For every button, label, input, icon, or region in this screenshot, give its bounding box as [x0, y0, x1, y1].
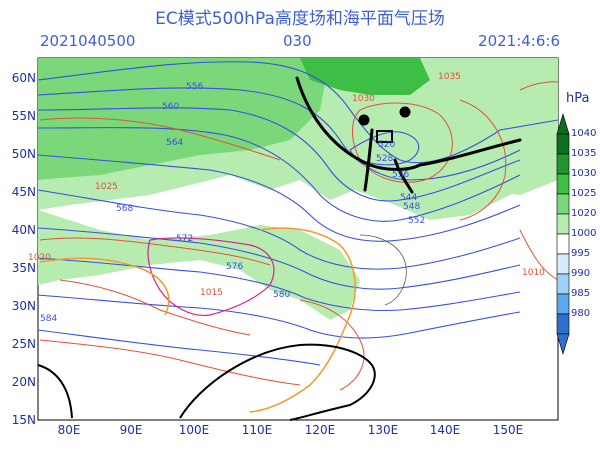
- map-title: EC模式500hPa高度场和海平面气压场: [155, 9, 445, 29]
- contour-label-height: 556: [186, 82, 204, 92]
- shading-1030: [300, 58, 430, 95]
- pressure-contours: [39, 81, 559, 391]
- contour-label-pressure: 1015: [200, 288, 223, 298]
- lat-label: 55N: [11, 109, 36, 123]
- terrain-orange-west: [39, 257, 170, 316]
- colorbar-level: 990: [571, 268, 591, 279]
- contour-label-height: 552: [408, 216, 426, 226]
- contour-label-height: 576: [226, 262, 244, 272]
- contour-label-height: 548: [403, 202, 421, 212]
- lon-label: 150E: [492, 423, 524, 437]
- colorbar-level: 1020: [571, 208, 597, 219]
- contour-label-pressure: 1010: [522, 268, 545, 278]
- colorbar-level: 1040: [571, 128, 597, 139]
- forecast-hour: 030: [283, 32, 312, 50]
- lon-label: 90E: [119, 423, 143, 437]
- lat-label: 25N: [11, 337, 36, 351]
- coastline-india: [37, 364, 73, 419]
- lat-label: 60N: [11, 71, 36, 85]
- height-contours: [37, 61, 559, 366]
- colorbar-level: 985: [571, 288, 591, 299]
- contour-label-pressure: 1030: [352, 94, 375, 104]
- contour-label-pressure: 1020: [28, 253, 51, 263]
- colorbar-level: 995: [571, 248, 591, 259]
- colorbar-level: 1030: [571, 168, 597, 179]
- colorbar: [556, 112, 570, 356]
- shading-1020-east: [440, 80, 558, 195]
- terrain-pink: [147, 237, 275, 317]
- colorbar-unit: hPa: [566, 91, 590, 106]
- contour-label-pressure: 1035: [438, 72, 461, 82]
- lon-label: 80E: [57, 423, 81, 437]
- contour-label-height: 544: [400, 193, 418, 203]
- lat-label: 20N: [11, 375, 36, 389]
- contour-label-height: 568: [116, 204, 134, 214]
- terrain-orange: [249, 227, 356, 413]
- lat-label: 40N: [11, 223, 36, 237]
- contour-label-height: 580: [273, 290, 291, 300]
- init-time: 2021040500: [40, 32, 136, 50]
- lon-label: 120E: [304, 423, 336, 437]
- lat-label: 35N: [11, 261, 36, 275]
- contour-label-pressure: 1025: [95, 182, 118, 192]
- colorbar-level: 1025: [571, 188, 597, 199]
- lat-label: 50N: [11, 147, 36, 161]
- lat-label: 30N: [11, 299, 36, 313]
- contour-label-height: 584: [40, 314, 58, 324]
- contour-label-height: 564: [166, 138, 184, 148]
- contour-label-height: 528: [376, 154, 394, 164]
- colorbar-level: 1000: [571, 228, 597, 239]
- lon-label: 140E: [429, 423, 461, 437]
- contour-label-height: 572: [176, 234, 194, 244]
- valid-time: 2021:4:6:6: [478, 32, 560, 50]
- contour-label-height: 520: [378, 140, 396, 150]
- coastline-south: [179, 343, 376, 421]
- lon-label: 110E: [241, 423, 273, 437]
- shading-1025: [38, 58, 330, 180]
- hand-drawn-doodle: [295, 76, 522, 194]
- lat-label: 15N: [11, 413, 36, 427]
- coastline-korea: [359, 234, 407, 306]
- lon-label: 130E: [367, 423, 399, 437]
- colorbar-level: 1035: [571, 148, 597, 159]
- lat-label: 45N: [11, 185, 36, 199]
- contour-label-height: 536: [392, 170, 410, 180]
- contour-label-height: 560: [162, 102, 180, 112]
- lon-label: 100E: [178, 423, 210, 437]
- colorbar-level: 980: [571, 308, 591, 319]
